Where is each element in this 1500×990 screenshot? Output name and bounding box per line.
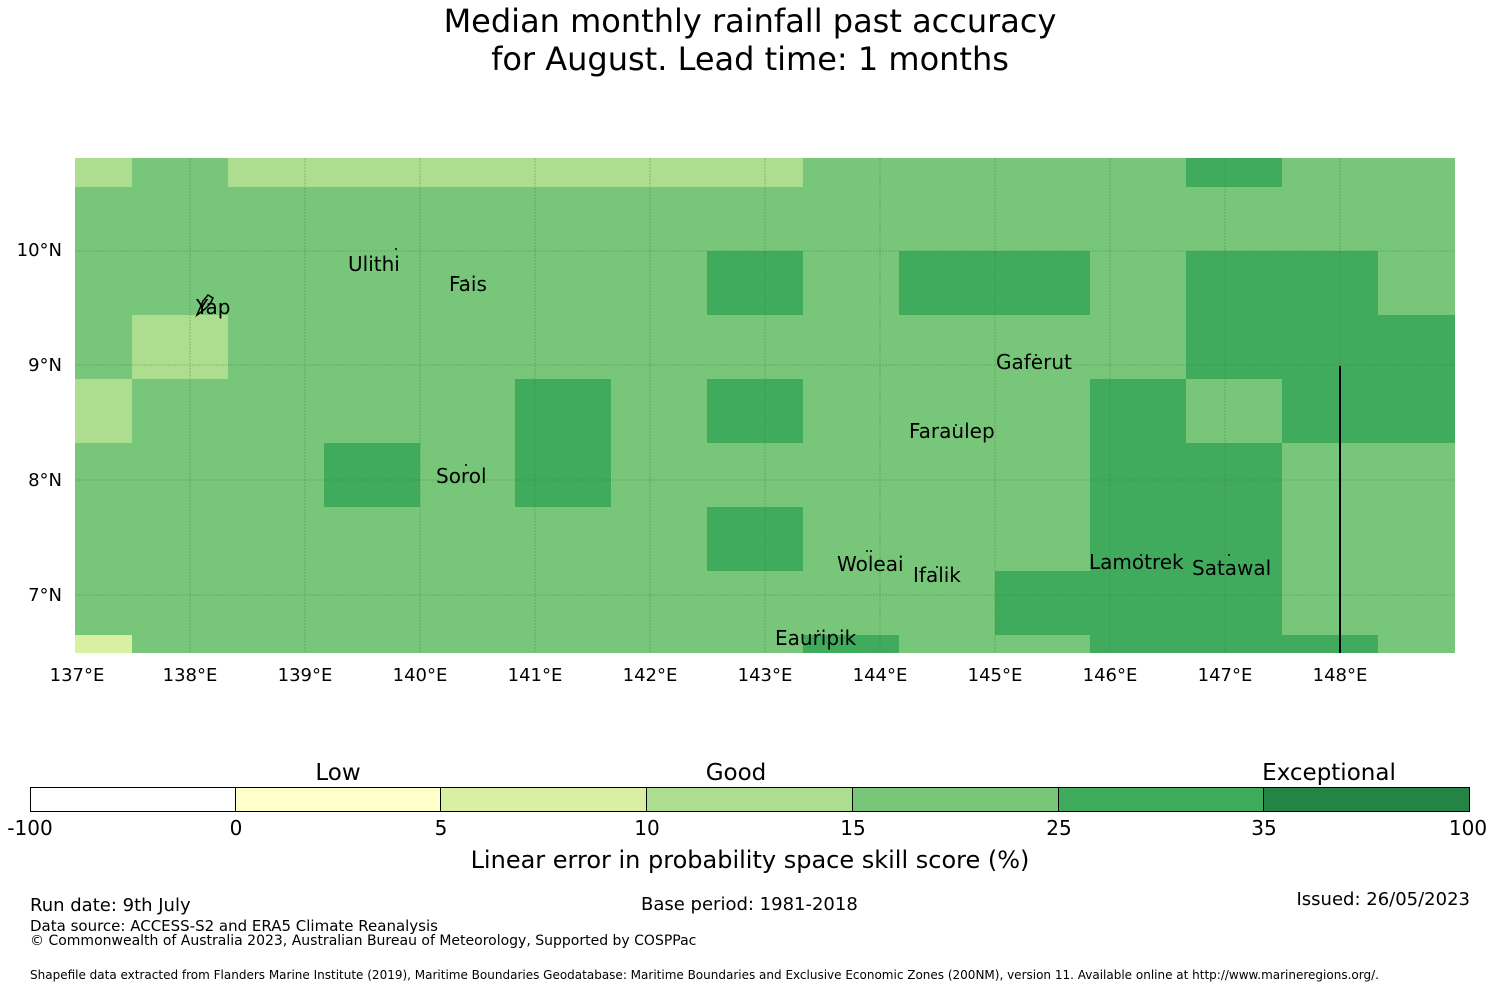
shapefile-credit: Shapefile data extracted from Flanders M… [30, 968, 1379, 982]
island-markers [195, 248, 1230, 632]
place-labels: Ulithi Fais Yap Gaferut Faraulep Sorol W… [195, 252, 1271, 650]
island-dot [395, 248, 397, 250]
colorbar-segment [236, 787, 441, 812]
place-label-faraulep: Faraulep [909, 419, 995, 443]
colorbar-tick: 10 [634, 816, 660, 840]
colorbar-tick: 5 [434, 816, 448, 840]
run-date: Run date: 9th July [30, 895, 191, 916]
skill-cell [707, 251, 803, 315]
lon-axis: 137°E 138°E 139°E 140°E 141°E 142°E 143°… [50, 665, 1368, 686]
colorbar-segment [647, 787, 853, 812]
skill-cell [707, 507, 803, 571]
skill-cell [803, 635, 899, 653]
chart-title-line2: for August. Lead time: 1 months [491, 40, 1009, 78]
colorbar-tick: 0 [229, 816, 243, 840]
island-dot [955, 424, 957, 426]
lon-label-144e: 144°E [853, 665, 908, 686]
skill-cell [1186, 158, 1282, 187]
skill-cell [1186, 635, 1378, 653]
colorbar-segment [1059, 787, 1264, 812]
lon-label-148e: 148°E [1313, 665, 1368, 686]
skill-cell [515, 379, 611, 507]
lat-label-9n: 9°N [28, 355, 62, 376]
lat-label-8n: 8°N [28, 470, 62, 491]
skill-cell [899, 251, 1090, 315]
lon-label-142e: 142°E [623, 665, 678, 686]
skill-cell [995, 571, 1090, 635]
skill-cell [1282, 379, 1378, 443]
place-label-woleai: Woleai [837, 552, 904, 576]
data-source: Data source: ACCESS-S2 and ERA5 Climate … [30, 917, 438, 935]
place-label-satawal: Satawal [1192, 556, 1271, 580]
chart-title-line1: Median monthly rainfall past accuracy [443, 2, 1057, 40]
colorbar-tick: 100 [1448, 816, 1488, 840]
lon-label-146e: 146°E [1083, 665, 1138, 686]
colorbar-tick: 15 [840, 816, 866, 840]
lat-axis: 10°N 9°N 8°N 7°N [17, 240, 62, 606]
place-label-lamotrek: Lamotrek [1089, 550, 1184, 574]
colorbar-segment [30, 787, 236, 812]
skill-cell [1378, 315, 1455, 443]
island-dot [936, 566, 938, 568]
lon-label-143e: 143°E [738, 665, 793, 686]
lon-label-141e: 141°E [508, 665, 563, 686]
skill-grid [75, 158, 1455, 653]
place-label-ifalik: Ifalik [913, 563, 961, 587]
place-label-ulithi: Ulithi [348, 252, 400, 276]
skill-cell [1186, 443, 1282, 635]
colorbar-tick: 35 [1251, 816, 1277, 840]
skill-cell [1186, 251, 1378, 379]
skill-cell [132, 315, 228, 379]
lon-label-145e: 145°E [968, 665, 1023, 686]
skill-map: 10°N 9°N 8°N 7°N 137°E 138°E 139°E 140°E… [17, 158, 1455, 686]
island-dot [465, 464, 467, 466]
place-label-fais: Fais [449, 272, 487, 296]
lat-label-10n: 10°N [17, 240, 62, 261]
skill-cell [324, 443, 420, 507]
issued-date: Issued: 26/05/2023 [1296, 889, 1470, 910]
island-dot [866, 550, 868, 552]
colorbar-category-low: Low [315, 760, 361, 786]
lon-label-138e: 138°E [163, 665, 218, 686]
skill-cell [75, 635, 132, 653]
graticule [75, 158, 1455, 653]
colorbar-category-good: Good [705, 760, 767, 786]
lon-label-137e: 137°E [50, 665, 105, 686]
island-dot [817, 630, 819, 632]
base-period: Base period: 1981-2018 [641, 894, 858, 915]
colorbar-tick: -100 [7, 816, 53, 840]
place-label-sorol: Sorol [436, 464, 487, 488]
colorbar-category-exceptional: Exceptional [1262, 760, 1396, 786]
lon-label-139e: 139°E [278, 665, 333, 686]
lon-label-147e: 147°E [1198, 665, 1253, 686]
place-label-gaferut: Gaferut [996, 350, 1072, 374]
copyright: © Commonwealth of Australia 2023, Austra… [30, 933, 697, 949]
colorbar-label: Linear error in probability space skill … [470, 846, 1030, 874]
island-dot [1140, 554, 1142, 556]
place-label-eauripik: Eauripik [775, 626, 857, 650]
island-dot [1228, 554, 1230, 556]
lon-label-140e: 140°E [393, 665, 448, 686]
skill-cell [1090, 379, 1186, 653]
island-dot [465, 279, 467, 281]
skill-cell [707, 379, 803, 443]
skill-cell [75, 379, 132, 443]
colorbar-segment [1264, 787, 1470, 812]
place-label-yap: Yap [195, 295, 230, 319]
lat-label-7n: 7°N [28, 585, 62, 606]
skill-cell [75, 158, 132, 187]
skill-cell [228, 158, 803, 187]
colorbar-segment [853, 787, 1059, 812]
island-dot [1035, 354, 1037, 356]
island-dot [870, 550, 872, 552]
colorbar-tick: 25 [1046, 816, 1072, 840]
colorbar-segment [441, 787, 647, 812]
yap-island-shape [195, 294, 214, 318]
